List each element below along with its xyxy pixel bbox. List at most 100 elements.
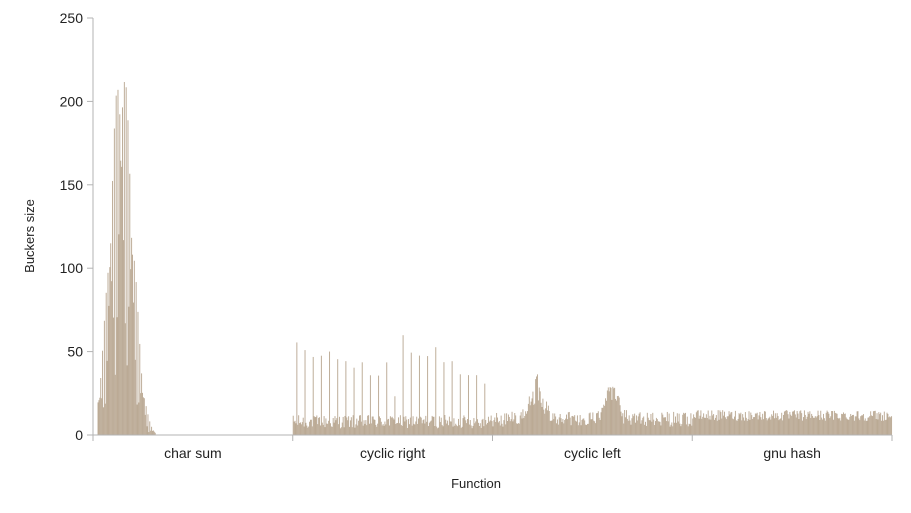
x-axis-title: Function	[451, 476, 501, 491]
bar	[306, 425, 308, 435]
bar	[446, 423, 448, 435]
bar	[365, 420, 367, 435]
bar	[472, 425, 474, 435]
bar	[813, 417, 815, 435]
bar	[98, 400, 100, 435]
bar	[320, 355, 322, 435]
bar	[440, 417, 442, 435]
bar	[301, 422, 303, 435]
bar	[758, 415, 760, 435]
bar	[475, 421, 477, 435]
bar	[848, 419, 850, 435]
bar	[736, 420, 738, 435]
bar	[600, 412, 602, 435]
bar	[448, 425, 449, 435]
bar	[711, 410, 713, 435]
bar	[467, 375, 469, 435]
bar	[363, 420, 365, 435]
bar	[543, 409, 545, 435]
bar	[121, 166, 123, 435]
bars-layer	[97, 82, 893, 436]
bar	[135, 282, 137, 435]
bar	[602, 407, 604, 435]
bar	[852, 414, 854, 435]
bar	[664, 417, 666, 435]
bar	[99, 397, 101, 435]
bar	[592, 412, 594, 435]
bar	[342, 416, 344, 435]
bar	[517, 423, 518, 435]
bar	[642, 417, 644, 435]
bar	[568, 411, 570, 435]
bar	[880, 412, 882, 435]
bar	[477, 419, 479, 435]
bar	[631, 418, 633, 435]
bar	[408, 419, 410, 435]
bar	[744, 420, 745, 435]
bar	[886, 412, 888, 435]
bar	[388, 425, 390, 435]
bar	[129, 173, 131, 436]
bar	[533, 404, 535, 435]
bar	[598, 417, 600, 435]
bar	[836, 413, 838, 435]
bar	[477, 422, 479, 435]
bar	[700, 410, 702, 435]
bar	[868, 417, 870, 435]
bar	[876, 413, 878, 435]
bar	[625, 417, 627, 435]
bar	[395, 424, 397, 435]
bar	[832, 411, 834, 435]
bar	[879, 414, 881, 435]
bar	[581, 419, 583, 435]
bar	[593, 420, 595, 435]
bar	[604, 405, 606, 435]
bar	[130, 269, 132, 435]
bar	[517, 423, 519, 435]
bar	[299, 423, 301, 435]
bar	[334, 416, 336, 435]
bar	[411, 425, 413, 435]
bar	[863, 420, 865, 435]
bar	[738, 413, 740, 435]
bar	[682, 414, 684, 435]
bar	[668, 413, 670, 435]
bar	[310, 419, 311, 435]
bar	[730, 412, 732, 435]
bar	[339, 428, 341, 435]
bar	[727, 416, 729, 435]
bar	[794, 414, 796, 435]
bar	[343, 427, 345, 435]
bar	[818, 415, 820, 435]
bar	[780, 418, 782, 435]
bar	[466, 423, 468, 435]
bar	[547, 405, 549, 435]
bar	[438, 416, 440, 435]
bar	[650, 414, 652, 435]
bar	[407, 428, 409, 435]
bar	[546, 401, 548, 435]
bar	[499, 425, 501, 435]
bar	[805, 419, 807, 435]
bar	[350, 417, 352, 435]
bar	[662, 414, 664, 435]
bar	[625, 410, 627, 435]
bar	[860, 416, 862, 435]
y-tick-labels: 0 50 100 150 200 250	[60, 10, 93, 443]
bar	[763, 411, 765, 435]
bar	[125, 87, 127, 436]
bar	[635, 415, 637, 435]
bar	[473, 418, 475, 435]
bar	[865, 420, 867, 435]
bar	[691, 425, 693, 435]
bar	[878, 412, 880, 435]
bar	[311, 426, 313, 435]
bar	[526, 413, 528, 435]
bar	[741, 420, 743, 435]
bar	[384, 421, 386, 435]
x-tick-label: gnu hash	[763, 445, 821, 461]
bar	[399, 415, 401, 435]
bar	[538, 387, 540, 435]
bar	[792, 411, 794, 435]
bar	[122, 107, 123, 436]
